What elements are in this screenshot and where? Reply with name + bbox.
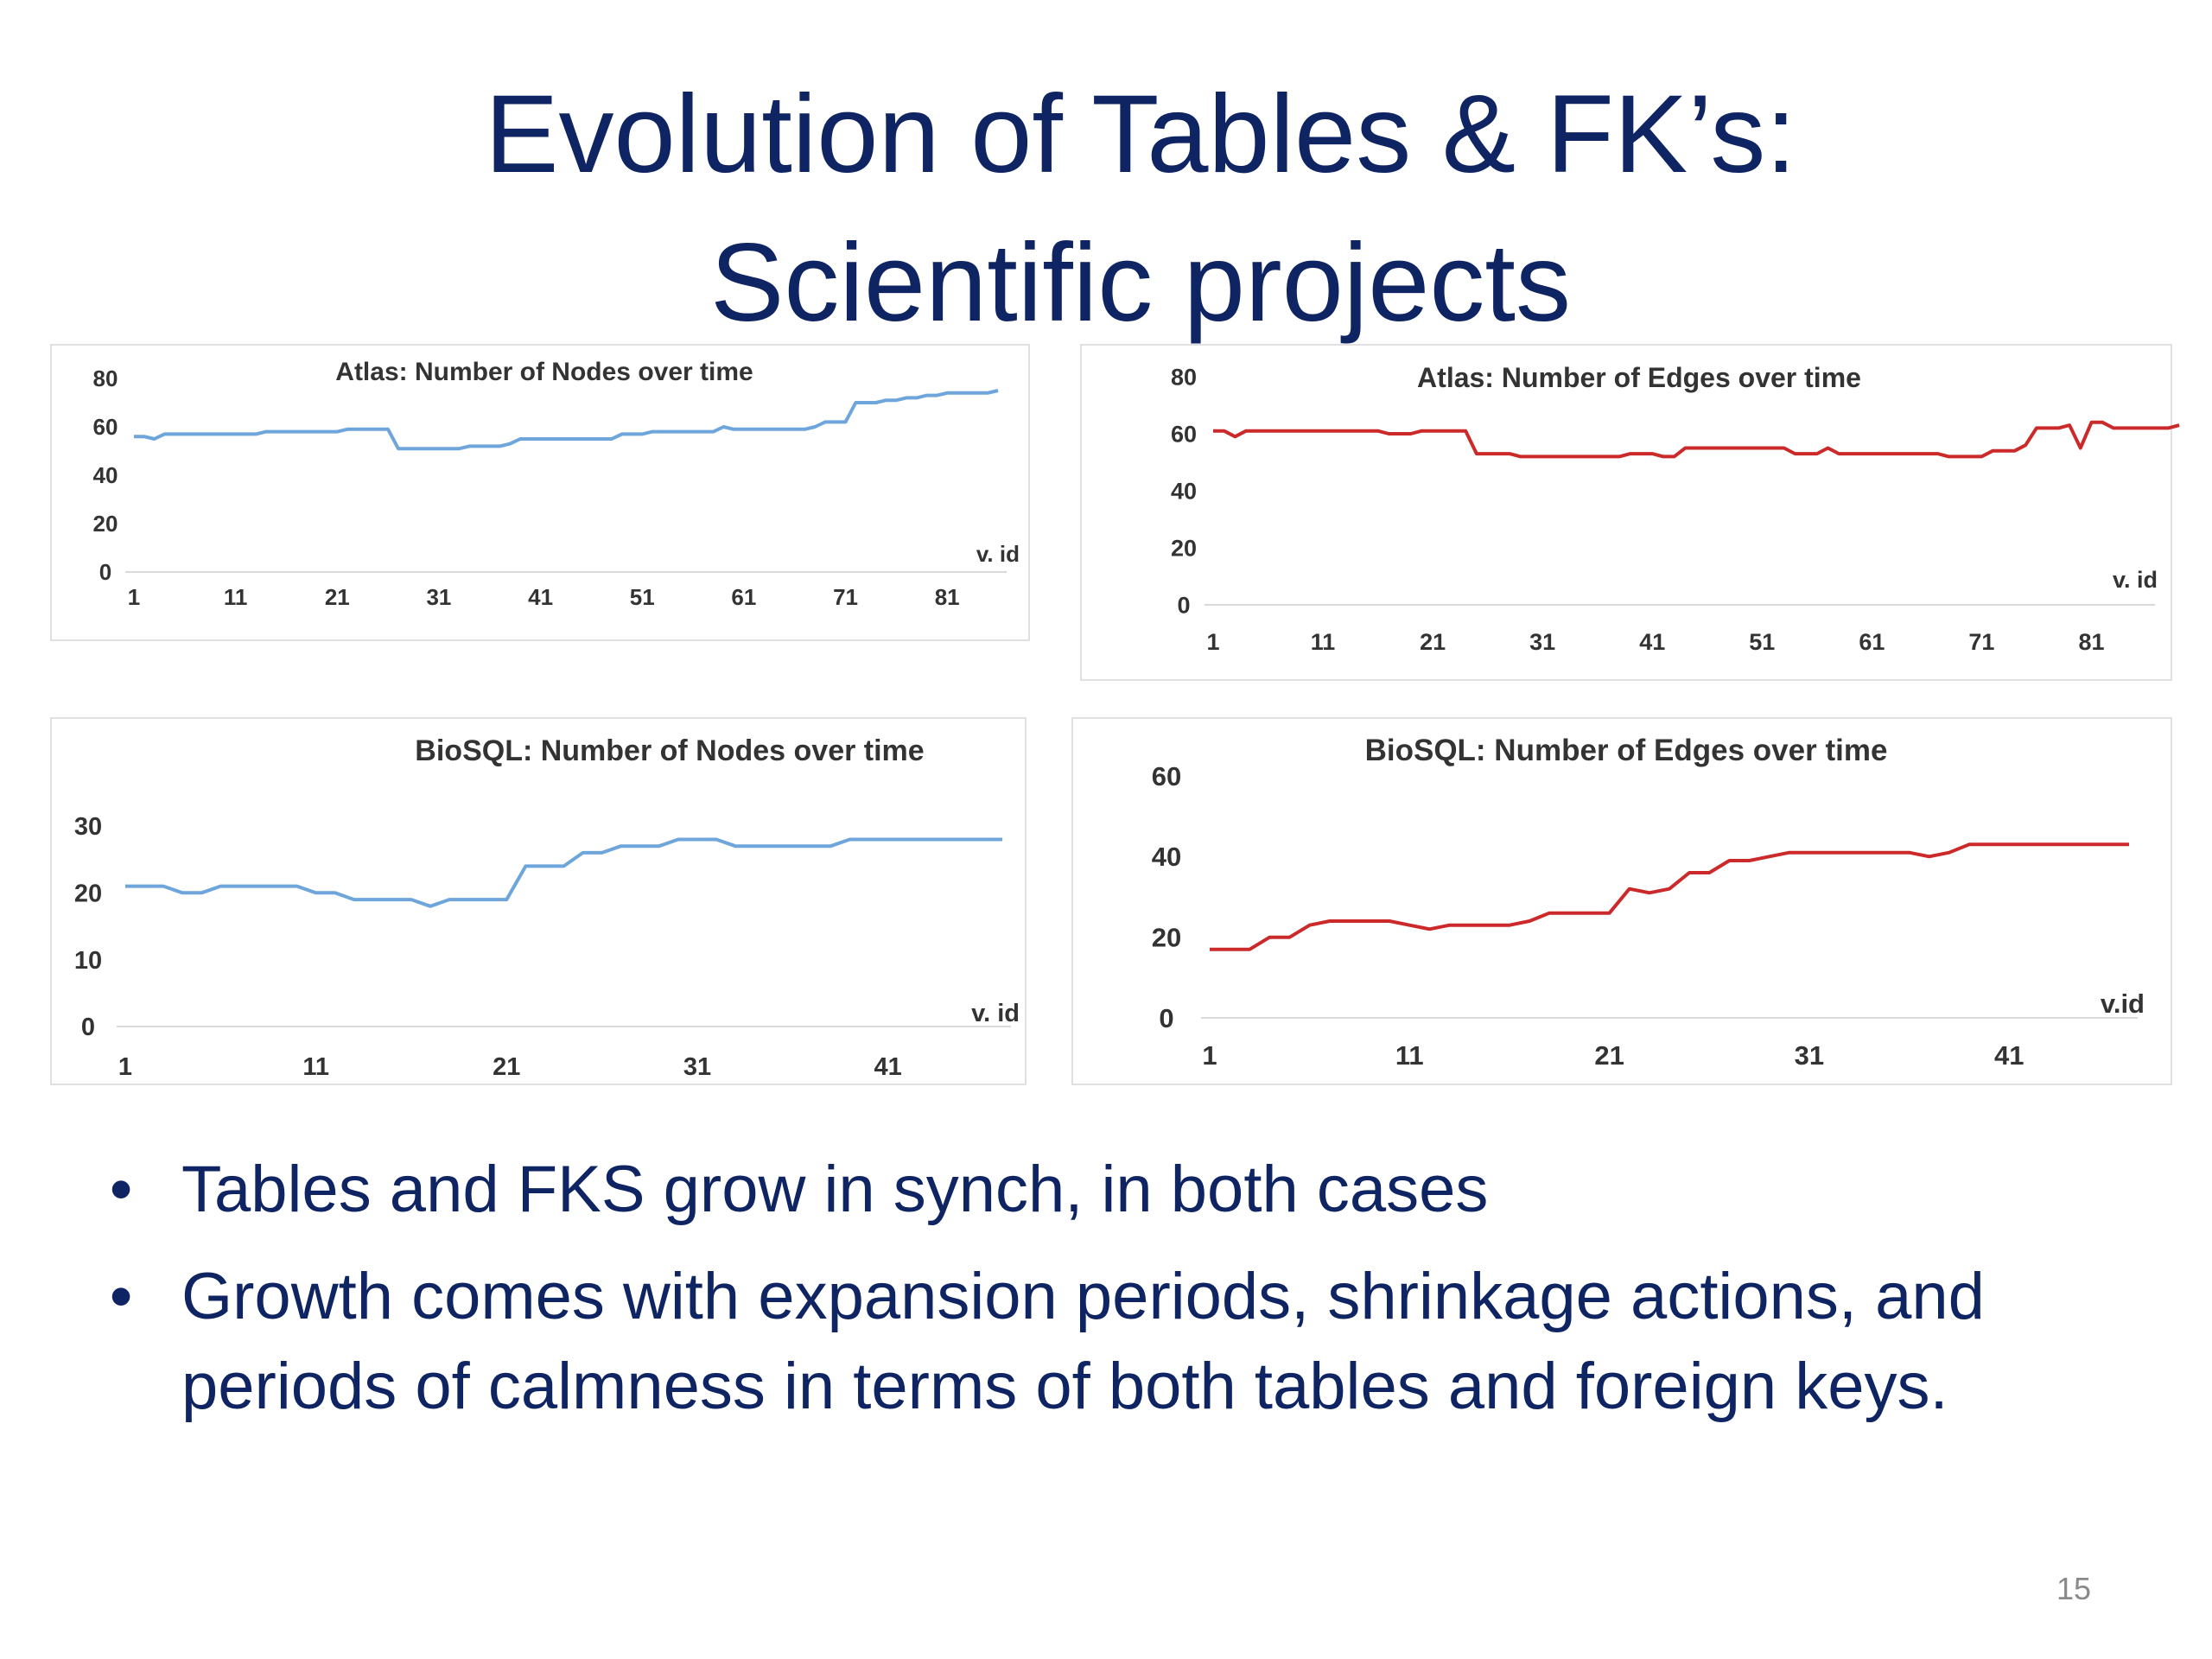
- y-tick-label: 20: [1171, 535, 1197, 561]
- y-tick-label: 0: [99, 559, 111, 585]
- y-tick-label: 40: [93, 462, 118, 488]
- x-tick-label: 21: [325, 584, 350, 610]
- chart-title: Atlas: Number of Edges over time: [1417, 362, 1861, 393]
- x-tick-label: 31: [1529, 629, 1555, 655]
- y-tick-label: 60: [93, 414, 118, 440]
- x-tick-label: 61: [1859, 629, 1885, 655]
- slide-title-line-1: Evolution of Tables & FK’s:: [485, 73, 1796, 196]
- y-tick-label: 80: [93, 365, 118, 391]
- series-line: [125, 837, 1002, 908]
- bullet-dot-icon: •: [109, 1153, 133, 1226]
- x-tick-label: 11: [302, 1053, 329, 1081]
- x-tick-label: 11: [224, 584, 248, 610]
- x-tick-label: 71: [1968, 629, 1994, 655]
- chart-title: Atlas: Number of Nodes over time: [335, 358, 753, 386]
- chart-svg: BioSQL: Number of Nodes over time 0 10 20 30…: [74, 734, 1020, 1081]
- x-tick-label: 51: [1749, 629, 1775, 655]
- chart-title: BioSQL: Number of Edges over time: [1365, 734, 1888, 767]
- chart-atlas-edges: Atlas: Number of Edges over time 0 20 40 60 8…: [1080, 344, 2180, 681]
- x-tick-label: 41: [874, 1053, 901, 1081]
- x-tick-label: 1: [128, 584, 140, 610]
- x-tick-label: 11: [1311, 629, 1336, 655]
- x-tick-label: 71: [833, 584, 858, 610]
- x-axis-label: v.id: [2101, 988, 2145, 1019]
- bullet-item: • Growth comes with expansion periods, s…: [95, 1252, 2169, 1432]
- y-tick-label: 40: [1152, 842, 1181, 872]
- x-tick-label: 1: [1206, 629, 1219, 655]
- slide-title-line-2: Scientific projects: [710, 221, 1571, 345]
- x-tick-label: 81: [2078, 629, 2104, 655]
- chart-svg: Atlas: Number of Edges over time 0 20 40 60 8…: [1171, 362, 2180, 655]
- series-line: [1210, 842, 2129, 951]
- x-tick-label: 1: [1202, 1040, 1217, 1071]
- x-tick-label: 61: [731, 584, 756, 610]
- chart-svg: BioSQL: Number of Edges over time 0 20 40 60…: [1152, 734, 2145, 1071]
- chart-svg: Atlas: Number of Nodes over time 0 20 40 60 8…: [93, 358, 1020, 610]
- chart-biosql-nodes: BioSQL: Number of Nodes over time 0 10 20 30…: [50, 717, 1027, 1085]
- x-axis-label: v. id: [2113, 567, 2158, 593]
- x-tick-label: 41: [1639, 629, 1665, 655]
- page-number: 15: [2056, 1571, 2091, 1606]
- chart-atlas-nodes: Atlas: Number of Nodes over time 0 20 40 60 8…: [50, 344, 1030, 641]
- series-line: [1213, 420, 2180, 459]
- x-tick-label: 31: [683, 1053, 711, 1081]
- y-tick-label: 0: [1177, 592, 1190, 618]
- x-tick-label: 21: [493, 1053, 520, 1081]
- y-tick-label: 20: [74, 880, 102, 907]
- y-tick-label: 40: [1171, 478, 1197, 504]
- x-tick-label: 41: [1994, 1040, 2024, 1071]
- x-axis-label: v. id: [976, 541, 1020, 567]
- x-tick-label: 51: [630, 584, 655, 610]
- x-tick-label: 31: [1795, 1040, 1824, 1071]
- chart-biosql-edges: BioSQL: Number of Edges over time 0 20 40 60…: [1071, 717, 2172, 1085]
- x-tick-label: 21: [1420, 629, 1446, 655]
- x-axis-label: v. id: [971, 1000, 1020, 1027]
- series-line: [134, 389, 999, 451]
- bullet-text: Growth comes with expansion periods, shr…: [181, 1260, 1985, 1423]
- bullet-list: • Tables and FKS grow in synch, in both …: [95, 1145, 2169, 1449]
- y-tick-label: 60: [1171, 421, 1197, 447]
- y-tick-label: 80: [1171, 364, 1197, 390]
- slide-title: Evolution of Tables & FK’s: Scientific p…: [0, 60, 2212, 358]
- bullet-text: Tables and FKS grow in synch, in both ca…: [181, 1153, 1489, 1226]
- y-tick-label: 60: [1152, 761, 1181, 791]
- y-tick-label: 20: [93, 511, 118, 537]
- x-tick-label: 1: [118, 1053, 132, 1081]
- y-tick-label: 30: [74, 813, 102, 841]
- x-tick-label: 81: [935, 584, 960, 610]
- x-tick-label: 31: [426, 584, 451, 610]
- bullet-dot-icon: •: [109, 1260, 133, 1333]
- y-tick-label: 0: [81, 1014, 95, 1041]
- y-tick-label: 20: [1152, 923, 1181, 953]
- x-tick-label: 41: [528, 584, 553, 610]
- x-tick-label: 21: [1594, 1040, 1624, 1071]
- bullet-item: • Tables and FKS grow in synch, in both …: [95, 1145, 2169, 1235]
- chart-title: BioSQL: Number of Nodes over time: [415, 734, 924, 767]
- x-tick-label: 11: [1395, 1040, 1424, 1071]
- y-tick-label: 10: [74, 947, 102, 975]
- y-tick-label: 0: [1159, 1003, 1173, 1033]
